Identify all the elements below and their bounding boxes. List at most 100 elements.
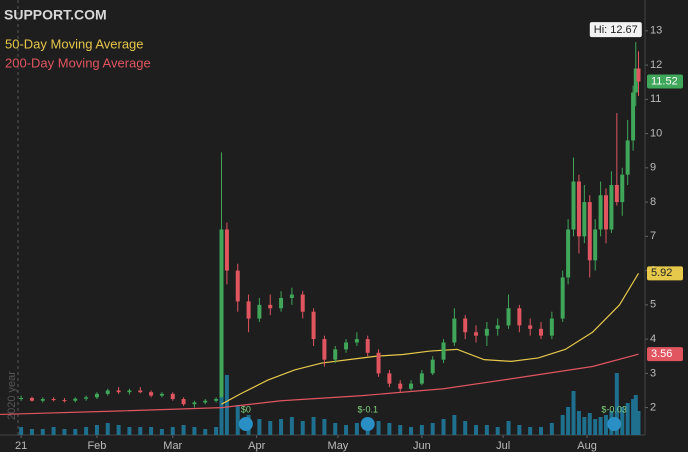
volume-bar <box>322 419 327 435</box>
volume-bar <box>333 423 338 435</box>
volume-bar <box>587 413 592 435</box>
y-tick-label: 7 <box>650 230 656 242</box>
volume-bar <box>105 423 110 435</box>
candle-body <box>452 318 457 343</box>
candle-body <box>598 195 603 230</box>
candle-body <box>40 399 45 401</box>
candle-body <box>539 328 544 336</box>
volume-bar <box>614 373 619 435</box>
volume-bar <box>593 419 598 435</box>
candle-body <box>181 399 186 405</box>
candle-body <box>409 383 414 389</box>
candle-body <box>333 349 338 360</box>
x-tick-label: May <box>328 440 349 452</box>
volume-bar <box>517 425 522 435</box>
volume-bar <box>398 425 403 435</box>
volume-bar <box>620 407 625 435</box>
logo: SUPPORT.COM <box>4 7 107 23</box>
y-tick-label: 13 <box>650 25 662 37</box>
candle-body <box>474 332 479 336</box>
volume-bar <box>387 423 392 435</box>
candle-body <box>365 339 370 353</box>
candle-body <box>224 229 229 271</box>
volume-bar <box>539 427 544 435</box>
candle-body <box>560 277 565 319</box>
volume-bar <box>19 427 24 435</box>
volume-bar <box>300 421 305 435</box>
volume-bar <box>224 375 229 435</box>
volume-bar <box>181 425 186 435</box>
volume-bar <box>235 405 240 435</box>
volume-bar <box>625 403 630 435</box>
volume-bar <box>138 427 143 435</box>
earnings-label: $-0.1 <box>357 404 378 414</box>
candle-body <box>441 342 446 360</box>
candle-body <box>73 398 78 401</box>
candle-body <box>549 318 554 336</box>
volume-bar <box>484 425 489 435</box>
candle-body <box>517 308 522 326</box>
candle-body <box>322 339 327 360</box>
volume-bar <box>419 425 424 435</box>
candle-body <box>257 304 262 319</box>
candle-body <box>84 397 89 399</box>
candle-body <box>593 229 598 261</box>
y-tick-label: 4 <box>650 333 656 345</box>
volume-bar <box>376 421 381 435</box>
volume-bar <box>62 429 67 435</box>
candle-body <box>430 359 435 374</box>
volume-bar <box>463 421 468 435</box>
candle-body <box>576 181 581 237</box>
candle-body <box>116 390 121 393</box>
volume-bar <box>51 427 56 435</box>
candle-body <box>376 352 381 374</box>
earnings-label: $-0.03 <box>601 404 627 414</box>
volume-bar <box>170 427 175 435</box>
candle-body <box>636 68 641 82</box>
volume-bar <box>604 415 609 435</box>
candle-body <box>631 92 636 141</box>
volume-bar <box>560 415 565 435</box>
ma-last-value: 3.56 <box>651 348 672 360</box>
y-tick-label: 9 <box>650 162 656 174</box>
candle-body <box>289 294 294 298</box>
volume-bar <box>582 417 587 435</box>
volume-bar <box>203 429 208 435</box>
moving-average-line <box>221 273 640 405</box>
ma-last-value-box <box>647 347 683 362</box>
candle-body <box>62 400 67 402</box>
candle-body <box>354 339 359 343</box>
candle-body <box>170 393 175 400</box>
ma-last-value-box <box>647 266 683 281</box>
volume-bar <box>409 427 414 435</box>
year-label: 2020 year <box>6 371 18 420</box>
candle-body <box>604 195 609 230</box>
candle-body <box>159 393 164 396</box>
candle-body <box>94 393 99 398</box>
volume-bar <box>598 417 603 435</box>
volume-bar <box>159 429 164 435</box>
candle-body <box>633 68 638 93</box>
volume-bar <box>344 425 349 435</box>
earnings-label: $0 <box>241 404 251 414</box>
x-tick-label: 21 <box>15 440 27 452</box>
x-tick-label: Jul <box>496 440 510 452</box>
candle-body <box>105 390 110 394</box>
candle-body <box>398 383 403 389</box>
volume-bar <box>633 395 638 435</box>
volume-bar <box>495 427 500 435</box>
candle-body <box>566 229 571 278</box>
y-tick-label: 11 <box>650 93 661 105</box>
candle-body <box>235 270 240 302</box>
y-tick-label: 3 <box>650 367 656 379</box>
volume-bar <box>116 425 121 435</box>
volume-bar <box>84 427 89 435</box>
volume-bar <box>636 411 641 435</box>
candle-body <box>506 308 511 326</box>
candle-body <box>614 184 619 203</box>
x-tick-label: Mar <box>163 440 182 452</box>
volume-bar <box>279 419 284 435</box>
candle-body <box>495 325 500 329</box>
high-label-box <box>589 22 642 38</box>
volume-bar <box>566 407 571 435</box>
